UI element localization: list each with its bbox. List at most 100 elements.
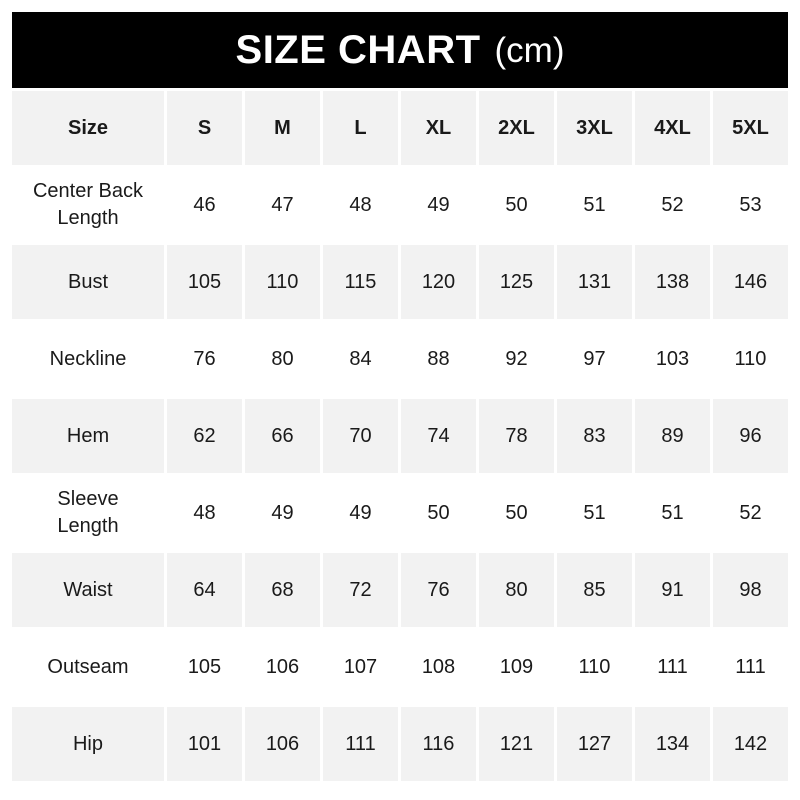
table-row: Center Back Length 46 47 48 49 50 51 52 53 bbox=[12, 168, 788, 242]
size-value: 66 bbox=[245, 399, 320, 473]
size-value: 76 bbox=[167, 322, 242, 396]
table-header: Size S M L XL 2XL 3XL 4XL 5XL bbox=[12, 91, 788, 165]
size-value: 64 bbox=[167, 553, 242, 627]
size-value: 120 bbox=[401, 245, 476, 319]
header-row: Size S M L XL 2XL 3XL 4XL 5XL bbox=[12, 91, 788, 165]
row-label: Waist bbox=[12, 553, 164, 627]
size-value: 83 bbox=[557, 399, 632, 473]
size-value: 115 bbox=[323, 245, 398, 319]
size-value: 74 bbox=[401, 399, 476, 473]
size-value: 97 bbox=[557, 322, 632, 396]
size-value: 50 bbox=[479, 168, 554, 242]
row-label-text: Hip bbox=[72, 732, 103, 755]
size-value: 96 bbox=[713, 399, 788, 473]
size-chart-table: Size S M L XL 2XL 3XL 4XL 5XL Center Back Length… bbox=[9, 88, 791, 784]
size-value: 146 bbox=[713, 245, 788, 319]
row-label-text: Center Back Length bbox=[32, 180, 144, 229]
column-header-4xl: 4XL bbox=[635, 91, 710, 165]
column-header-xl: XL bbox=[401, 91, 476, 165]
size-value: 49 bbox=[401, 168, 476, 242]
row-label: Outseam bbox=[12, 630, 164, 704]
size-value: 49 bbox=[245, 476, 320, 550]
size-value: 125 bbox=[479, 245, 554, 319]
size-value: 111 bbox=[635, 630, 710, 704]
banner-title: SIZE CHART bbox=[235, 28, 481, 72]
size-value: 80 bbox=[479, 553, 554, 627]
size-value: 48 bbox=[323, 168, 398, 242]
size-value: 62 bbox=[167, 399, 242, 473]
size-value: 80 bbox=[245, 322, 320, 396]
row-label: Bust bbox=[12, 245, 164, 319]
size-value: 110 bbox=[245, 245, 320, 319]
size-value: 88 bbox=[401, 322, 476, 396]
size-value: 121 bbox=[479, 707, 554, 781]
row-label: Hip bbox=[12, 707, 164, 781]
size-value: 52 bbox=[635, 168, 710, 242]
size-value: 116 bbox=[401, 707, 476, 781]
size-value: 108 bbox=[401, 630, 476, 704]
size-value: 103 bbox=[635, 322, 710, 396]
size-value: 106 bbox=[245, 630, 320, 704]
size-value: 101 bbox=[167, 707, 242, 781]
row-label-text: Neckline bbox=[49, 347, 127, 370]
size-value: 134 bbox=[635, 707, 710, 781]
size-value: 49 bbox=[323, 476, 398, 550]
size-value: 78 bbox=[479, 399, 554, 473]
size-value: 47 bbox=[245, 168, 320, 242]
table-row: Hip 101 106 111 116 121 127 134 142 bbox=[12, 707, 788, 781]
size-value: 111 bbox=[713, 630, 788, 704]
size-value: 110 bbox=[713, 322, 788, 396]
row-label: Sleeve Length bbox=[12, 476, 164, 550]
size-value: 106 bbox=[245, 707, 320, 781]
row-label-text: Outseam bbox=[47, 655, 129, 678]
size-value: 110 bbox=[557, 630, 632, 704]
banner-unit-label: (cm) bbox=[494, 30, 565, 70]
size-value: 70 bbox=[323, 399, 398, 473]
size-value: 91 bbox=[635, 553, 710, 627]
row-label: Hem bbox=[12, 399, 164, 473]
size-value: 52 bbox=[713, 476, 788, 550]
table-row: Hem 62 66 70 74 78 83 89 96 bbox=[12, 399, 788, 473]
table-row: Outseam 105 106 107 108 109 110 111 111 bbox=[12, 630, 788, 704]
size-value: 105 bbox=[167, 245, 242, 319]
column-header-2xl: 2XL bbox=[479, 91, 554, 165]
size-value: 51 bbox=[557, 168, 632, 242]
size-value: 46 bbox=[167, 168, 242, 242]
size-value: 51 bbox=[557, 476, 632, 550]
size-value: 85 bbox=[557, 553, 632, 627]
size-value: 76 bbox=[401, 553, 476, 627]
size-value: 107 bbox=[323, 630, 398, 704]
size-value: 48 bbox=[167, 476, 242, 550]
table-row: Waist 64 68 72 76 80 85 91 98 bbox=[12, 553, 788, 627]
row-label: Neckline bbox=[12, 322, 164, 396]
table-row: Bust 105 110 115 120 125 131 138 146 bbox=[12, 245, 788, 319]
size-value: 138 bbox=[635, 245, 710, 319]
column-header-s: S bbox=[167, 91, 242, 165]
size-value: 51 bbox=[635, 476, 710, 550]
size-value: 109 bbox=[479, 630, 554, 704]
size-value: 72 bbox=[323, 553, 398, 627]
size-value: 98 bbox=[713, 553, 788, 627]
size-value: 68 bbox=[245, 553, 320, 627]
row-label-text: Hem bbox=[66, 424, 110, 447]
table-row: Sleeve Length 48 49 49 50 50 51 51 52 bbox=[12, 476, 788, 550]
column-header-m: M bbox=[245, 91, 320, 165]
row-label: Center Back Length bbox=[12, 168, 164, 242]
size-value: 53 bbox=[713, 168, 788, 242]
size-value: 84 bbox=[323, 322, 398, 396]
size-corner-header: Size bbox=[12, 91, 164, 165]
size-value: 89 bbox=[635, 399, 710, 473]
size-value: 105 bbox=[167, 630, 242, 704]
column-header-3xl: 3XL bbox=[557, 91, 632, 165]
row-label-text: Bust bbox=[67, 270, 109, 293]
size-value: 111 bbox=[323, 707, 398, 781]
size-value: 127 bbox=[557, 707, 632, 781]
table-row: Neckline 76 80 84 88 92 97 103 110 bbox=[12, 322, 788, 396]
size-value: 142 bbox=[713, 707, 788, 781]
row-label-text: Sleeve Length bbox=[57, 488, 119, 537]
size-value: 92 bbox=[479, 322, 554, 396]
row-label-text: Waist bbox=[63, 578, 113, 601]
column-header-l: L bbox=[323, 91, 398, 165]
table-body: Center Back Length 46 47 48 49 50 51 52 53 Bust 10… bbox=[12, 168, 788, 781]
